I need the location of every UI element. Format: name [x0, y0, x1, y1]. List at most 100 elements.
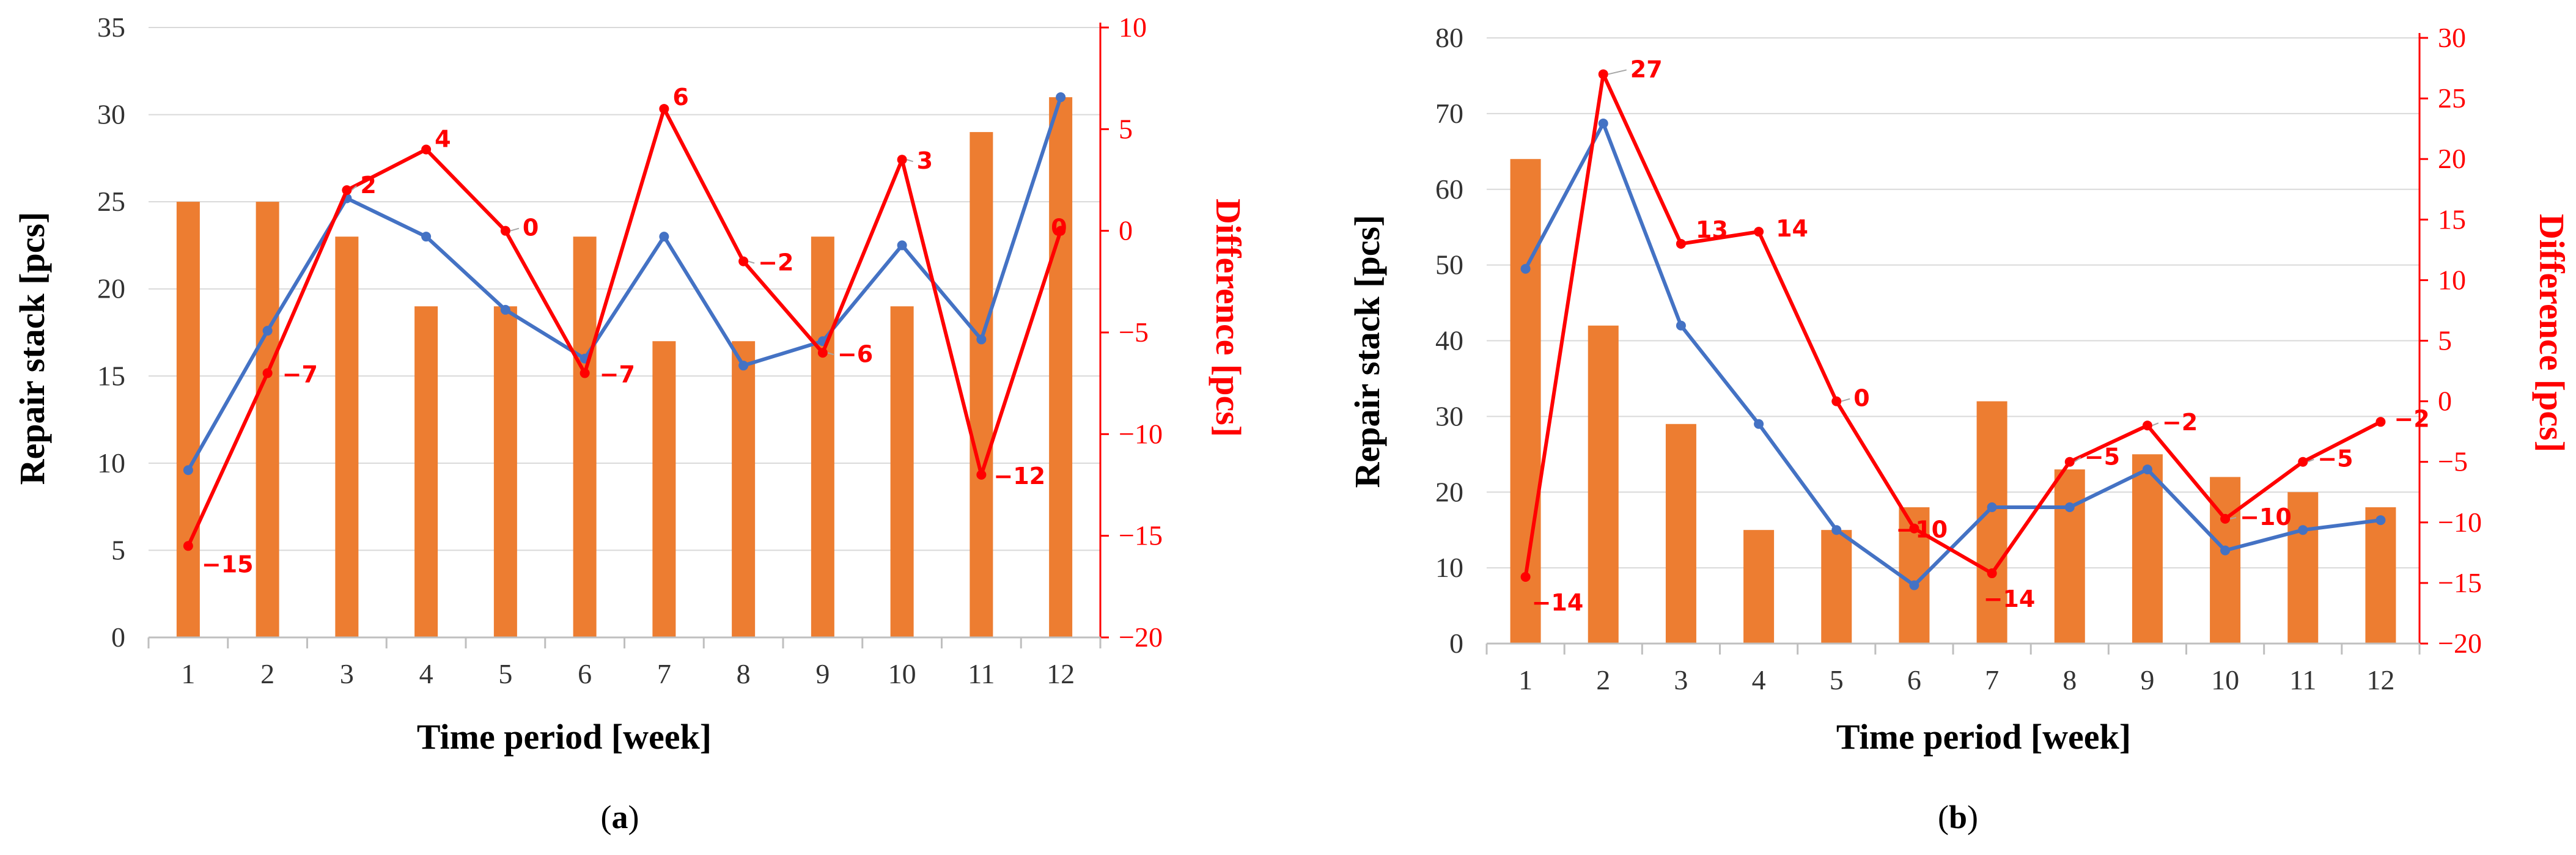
y-tick-label: 30	[97, 99, 125, 130]
difference-data-label: −14	[1984, 585, 2036, 612]
label-leader	[748, 260, 755, 264]
y2-tick-label: −20	[2438, 628, 2482, 659]
panel-label: (b)	[1938, 799, 1978, 835]
bar	[732, 341, 756, 637]
label-leader	[1608, 69, 1627, 75]
bar	[1510, 159, 1541, 644]
y2-tick-label: 25	[2438, 83, 2466, 114]
bar	[970, 132, 993, 638]
y-tick-label: 40	[1435, 325, 1463, 356]
difference-line	[186, 107, 1062, 547]
difference-data-label: −12	[993, 463, 1045, 490]
y-tick-label: 20	[97, 273, 125, 304]
gridlines	[1487, 37, 2420, 569]
repair-stack-point	[897, 240, 907, 251]
y2-tick-label: 10	[2438, 264, 2466, 295]
bar	[573, 237, 597, 638]
difference-point	[1520, 571, 1531, 582]
y-tick-label: 35	[97, 12, 125, 43]
y2-tick-label: 15	[2438, 204, 2466, 235]
difference-point	[1754, 227, 1764, 237]
bar	[1665, 424, 1696, 644]
repair-stack-point	[2142, 464, 2152, 475]
difference-point	[342, 185, 352, 196]
y2-tick-label: 5	[1119, 113, 1133, 144]
panel-letter: b	[1949, 799, 1967, 835]
y-tick-label: 0	[1449, 628, 1463, 659]
difference-point	[2375, 417, 2386, 427]
difference-data-label: −14	[1532, 589, 1584, 616]
data-labels: −14 27 13 14 0 −10 −14 −5 −2 −10 −5 −2	[1532, 56, 2430, 616]
bar	[176, 202, 200, 638]
repair-stack-point	[2375, 515, 2386, 526]
line-series	[1520, 69, 2386, 590]
difference-data-label: 3	[917, 147, 933, 174]
difference-data-label: 27	[1630, 56, 1663, 83]
label-leader	[827, 352, 834, 356]
x-tick-label: 10	[888, 658, 916, 689]
bar	[2365, 507, 2396, 644]
y-tick-label: 30	[1435, 400, 1463, 431]
y2-axis-title: Difference [pcs]	[1209, 199, 1248, 437]
y2-tick-label: −10	[2438, 507, 2482, 538]
bar	[2054, 469, 2085, 644]
x-tick-label: 11	[968, 658, 995, 689]
difference-data-label: 0	[1051, 215, 1067, 241]
x-tick-label: 9	[2140, 664, 2154, 695]
difference-point	[1598, 69, 1608, 79]
difference-point	[659, 104, 669, 114]
x-tick-label: 7	[1985, 664, 1999, 695]
difference-point	[2064, 457, 2075, 467]
gridlines	[149, 27, 1100, 551]
difference-data-label: −10	[2240, 504, 2292, 530]
y-tick-label: 50	[1435, 249, 1463, 281]
x-tick-label: 2	[1596, 664, 1610, 695]
difference-data-label: −7	[600, 361, 635, 388]
bar	[811, 237, 834, 638]
x-tick-label: 7	[657, 658, 671, 689]
y2-tick-label: −5	[2438, 446, 2468, 477]
difference-point	[421, 144, 432, 155]
difference-point	[1987, 568, 1997, 579]
y2-tick-label: −10	[1119, 418, 1163, 449]
x-tick-label: 3	[1674, 664, 1688, 695]
x-tick-label: 10	[2211, 664, 2239, 695]
repair-stack-point	[1909, 580, 1919, 590]
difference-data-label: 13	[1696, 216, 1728, 243]
bar	[1821, 530, 1852, 644]
line-series	[183, 92, 1066, 551]
difference-data-label: −5	[2317, 446, 2353, 472]
y-tick-label: 70	[1435, 98, 1463, 129]
repair-stack-point	[2064, 502, 2075, 513]
y2-tick-label: −20	[1119, 622, 1163, 653]
y-tick-label: 60	[1435, 174, 1463, 205]
repair-stack-point	[2220, 545, 2231, 556]
y2-tick-label: −15	[1119, 520, 1163, 551]
y-tick-label: 5	[111, 534, 125, 565]
bar	[1588, 325, 1619, 644]
difference-data-label: −6	[837, 340, 873, 367]
difference-point	[2142, 420, 2152, 431]
difference-line	[1523, 72, 2382, 578]
difference-point	[500, 226, 510, 236]
panel-letter: a	[612, 799, 628, 835]
x-tick-label: 3	[340, 658, 354, 689]
repair-stack-point	[1754, 419, 1764, 429]
y-axis-title: Repair stack [pcs]	[1347, 215, 1387, 488]
repair-stack-point	[659, 232, 669, 242]
repair-stack-point	[500, 304, 510, 315]
difference-point	[976, 469, 987, 480]
difference-point	[1831, 396, 1842, 406]
x-tick-label: 12	[2366, 664, 2394, 695]
repair-stack-point	[1987, 502, 1997, 513]
difference-data-label: 6	[672, 84, 688, 111]
difference-data-label: 14	[1776, 215, 1808, 242]
difference-data-label: −2	[2162, 409, 2198, 436]
bar	[1049, 97, 1073, 638]
difference-point	[1909, 523, 1919, 534]
x-tick-label: 6	[578, 658, 592, 689]
y-tick-label: 80	[1435, 22, 1463, 53]
x-axis-title: Time period [week]	[1836, 717, 2131, 757]
